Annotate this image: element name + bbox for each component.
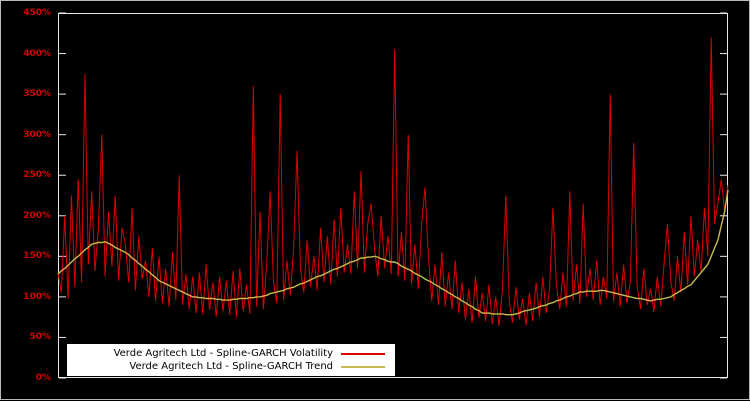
y-axis-tick-label: 300% [23,129,51,140]
y-axis-tick-label: 250% [23,170,51,181]
y-axis-tick-label: 50% [29,332,51,343]
legend-item-volatility: Verde Agritech Ltd - Spline-GARCH Volati… [77,347,385,360]
y-axis-tick-label: 200% [23,210,51,221]
legend: Verde Agritech Ltd - Spline-GARCH Volati… [67,344,395,376]
y-axis-tick-label: 0% [35,373,51,383]
legend-line-sample-trend [341,365,385,368]
series-line-volatility [57,37,729,327]
legend-label-trend: Verde Agritech Ltd - Spline-GARCH Trend [129,361,333,372]
y-axis-tick-label: 150% [23,251,51,262]
y-axis-tick-label: 400% [23,48,51,59]
series-line-trend [57,189,729,316]
y-axis-tick-label: 100% [23,291,51,302]
y-axis-tick-label: 350% [23,89,51,100]
legend-line-sample-volatility [341,352,385,355]
y-axis-tick-label: 450% [23,8,51,18]
chart-plot-area [58,13,728,378]
legend-item-trend: Verde Agritech Ltd - Spline-GARCH Trend [77,360,385,373]
legend-label-volatility: Verde Agritech Ltd - Spline-GARCH Volati… [113,348,333,359]
